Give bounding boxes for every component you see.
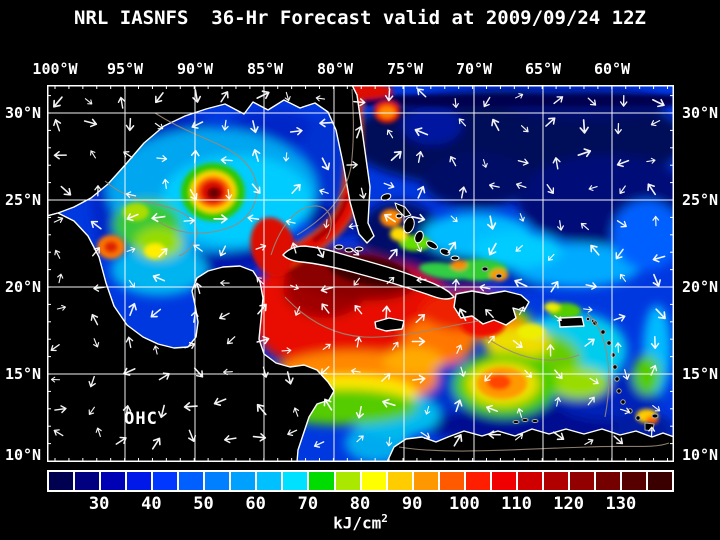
lon-label-100w: 100°W [32,60,78,78]
page-title: NRL IASNFS 36-Hr Forecast valid at 2009/… [74,7,646,29]
colorbar-cell [255,472,282,490]
colorbar-cell [593,472,621,490]
colorbar-cell [281,472,308,490]
colorbar-cell [541,472,568,490]
contour-lines [104,88,670,452]
lon-label-90w: 90°W [176,60,214,78]
colorbar-cell [73,472,100,490]
lon-label-60w: 60°W [593,60,631,78]
lat-label-right-30n: 30°N [681,104,719,122]
lat-label-left-10n: 10°N [4,446,42,464]
lon-label-65w: 65°W [524,60,562,78]
colorbar-tick-label: 40 [141,494,162,514]
colorbar-cell [567,472,594,490]
land-puerto-rico [558,316,585,328]
land-small-islands [481,266,659,432]
colorbar-cell [463,472,490,490]
lat-label-left-30n: 30°N [4,104,42,122]
colorbar-cell [411,472,438,490]
colorbar [47,470,674,492]
colorbar-cell [229,472,256,490]
forecast-map-canvas [47,85,674,462]
colorbar-cell [177,472,204,490]
colorbar-tick-label: 90 [401,494,423,514]
colorbar-unit-text: kJ/cm [333,513,382,533]
lon-label-75w: 75°W [386,60,424,78]
colorbar-cell [125,472,152,490]
colorbar-tick-label: 130 [605,494,637,514]
lat-label-right-25n: 25°N [681,191,719,209]
colorbar-cell [437,472,464,490]
graticule [47,85,674,462]
colorbar-tick-label: 30 [88,494,110,514]
lat-label-right-10n: 10°N [681,446,719,464]
colorbar-cell [515,472,542,490]
colorbar-cell [333,472,360,490]
colorbar-tick-label: 60 [245,494,266,514]
colorbar-cell [489,472,516,490]
colorbar-unit: kJ/cm2 [47,512,674,532]
lat-label-left-15n: 15°N [4,365,42,383]
colorbar-cell [203,472,230,490]
lon-label-85w: 85°W [246,60,284,78]
lat-label-left-20n: 20°N [4,278,42,296]
colorbar-cell [151,472,178,490]
colorbar-cell [385,472,412,490]
colorbar-tick-label: 50 [193,494,214,514]
colorbar-tick-label: 80 [349,494,371,514]
colorbar-cell [620,472,647,490]
lon-label-70w: 70°W [455,60,493,78]
colorbar-tick-label: 110 [501,494,532,514]
land-jamaica [374,317,405,332]
colorbar-cell [49,472,74,490]
colorbar-tick-label: 100 [448,494,480,514]
colorbar-unit-exponent: 2 [381,512,388,525]
lat-label-right-15n: 15°N [681,365,719,383]
colorbar-cell [99,472,126,490]
plot-frame [47,85,674,462]
colorbar-cell [307,472,334,490]
colorbar-cell [646,472,673,490]
colorbar-cell [359,472,386,490]
land-bahamas [380,193,460,261]
lat-label-right-20n: 20°N [681,278,719,296]
field-label-ohc: OHC [124,409,158,429]
lon-label-95w: 95°W [106,60,144,78]
lon-label-80w: 80°W [316,60,354,78]
land-hispaniola [453,290,530,326]
land-mexico-central-america [47,212,335,462]
colorbar-tick-label: 70 [297,494,319,514]
lat-label-left-25n: 25°N [4,191,42,209]
colorbar-tick-label: 120 [553,494,585,514]
